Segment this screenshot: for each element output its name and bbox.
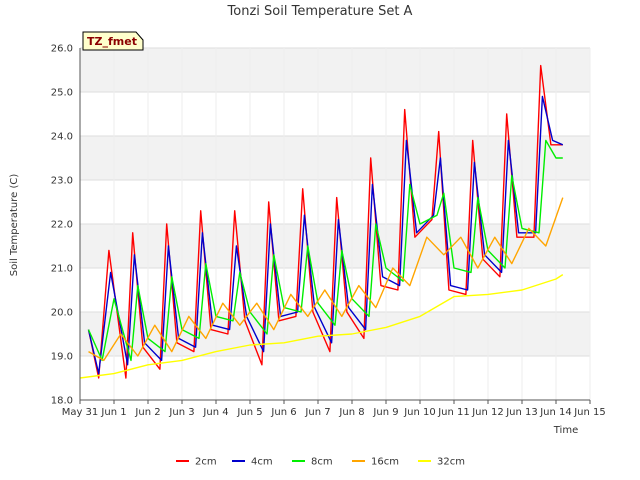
x-tick-label: Jun 7: [304, 407, 330, 418]
legend-label-16cm: 16cm: [371, 457, 399, 468]
y-tick-label: 20.0: [51, 308, 73, 319]
y-tick-label: 18.0: [51, 396, 73, 407]
x-tick-label: Jun 13: [505, 407, 538, 418]
y-axis-title: Soil Temperature (C): [9, 174, 20, 277]
grid-band: [80, 136, 590, 180]
x-tick-label: Jun 2: [134, 407, 160, 418]
x-tick-label: Jun 9: [372, 407, 398, 418]
y-tick-label: 21.0: [51, 264, 73, 275]
x-tick-label: Jun 3: [168, 407, 194, 418]
legend-label-2cm: 2cm: [195, 457, 217, 468]
x-tick-label: Jun 4: [202, 407, 228, 418]
y-tick-label: 23.0: [51, 176, 73, 187]
x-tick-label: Jun 5: [236, 407, 262, 418]
y-tick-label: 22.0: [51, 220, 73, 231]
series-line-16cm: [88, 197, 564, 362]
x-tick-label: Jun 12: [471, 407, 504, 418]
series-lines: [79, 64, 564, 379]
x-tick-label: May 31: [62, 407, 99, 418]
series-line-32cm: [79, 274, 564, 379]
legend-label-32cm: 32cm: [437, 457, 465, 468]
station-badge: TZ_fmet: [82, 31, 144, 51]
y-tick-label: 26.0: [51, 44, 73, 55]
axes: 18.0 19.0 20.0 21.0 22.0 23.0 24.0 25.0 26.0 May …: [51, 44, 606, 419]
chart-title: Tonzi Soil Temperature Set A: [227, 4, 413, 19]
y-tick-label: 19.0: [51, 352, 73, 363]
legend: 2cm 4cm 8cm 16cm 32cm: [176, 457, 465, 468]
grid-band: [80, 48, 590, 92]
x-tick-label: Jun 15: [573, 407, 606, 418]
legend-label-4cm: 4cm: [251, 457, 273, 468]
x-axis-title: Time: [553, 425, 578, 436]
x-tick-label: Jun 10: [403, 407, 436, 418]
x-tick-label: Jun 1: [100, 407, 126, 418]
legend-label-8cm: 8cm: [311, 457, 333, 468]
x-tick-label: Jun 6: [270, 407, 296, 418]
x-tick-label: Jun 11: [437, 407, 470, 418]
badge-box: [82, 31, 144, 51]
x-tick-label: Jun 8: [338, 407, 364, 418]
y-tick-label: 25.0: [51, 88, 73, 99]
badge-label: TZ_fmet: [87, 35, 137, 48]
x-tick-label: Jun 14: [539, 407, 572, 418]
y-tick-label: 24.0: [51, 132, 73, 143]
